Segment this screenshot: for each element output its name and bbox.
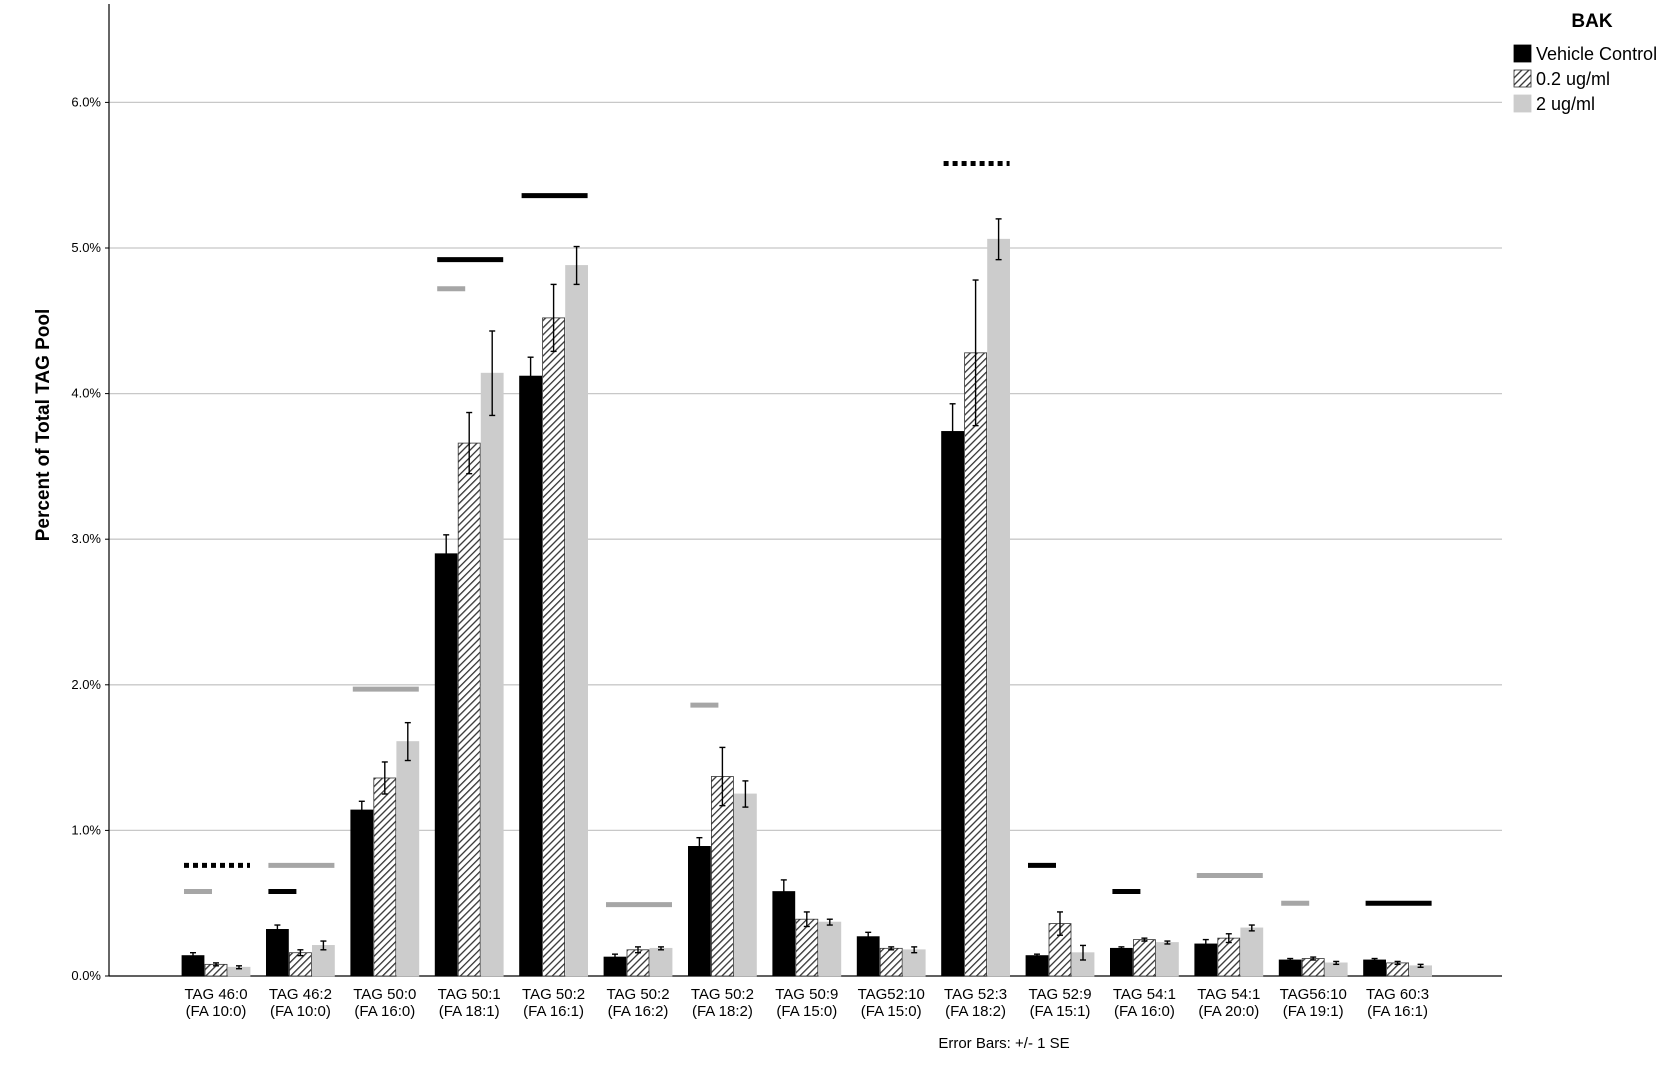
- category-labels: TAG 46:0(FA 10:0)TAG 46:2(FA 10:0)TAG 50…: [184, 986, 1429, 1020]
- bar-vehicle-control: [856, 936, 880, 977]
- y-tick-label: 6.0%: [71, 94, 101, 109]
- x-tick-label-sub: (FA 19:1): [1283, 1003, 1344, 1020]
- bar-0-2-ugml: [373, 777, 397, 977]
- bar-vehicle-control: [434, 553, 458, 977]
- x-tick-label-sub: (FA 20:0): [1198, 1003, 1259, 1020]
- bar-vehicle-control: [772, 891, 796, 977]
- x-tick-label: TAG 50:2: [522, 986, 585, 1003]
- x-tick-label: TAG 54:1: [1113, 986, 1176, 1003]
- bar-2-ugml: [902, 949, 926, 977]
- bar-vehicle-control: [350, 809, 374, 977]
- legend-label: 2 ug/ml: [1536, 94, 1595, 114]
- bar-0-2-ugml: [542, 317, 565, 977]
- bar-2-ugml: [818, 921, 842, 977]
- bar-2-ugml: [396, 741, 420, 977]
- legend-swatch: [1513, 69, 1532, 88]
- y-tick-label: 0.0%: [71, 968, 101, 983]
- bar-0-2-ugml: [795, 918, 819, 977]
- x-tick-label-sub: (FA 16:1): [1367, 1003, 1428, 1020]
- legend-label: 0.2 ug/ml: [1536, 69, 1610, 89]
- x-tick-label-sub: (FA 10:0): [186, 1003, 247, 1020]
- x-tick-label: TAG 60:3: [1366, 986, 1429, 1003]
- y-tick-label: 1.0%: [71, 822, 101, 837]
- x-tick-label: TAG 52:3: [944, 986, 1007, 1003]
- bars: [181, 238, 1432, 977]
- bar-vehicle-control: [688, 846, 711, 977]
- x-tick-label: TAG 50:9: [775, 986, 838, 1003]
- x-tick-label-sub: (FA 18:2): [692, 1003, 753, 1020]
- bar-vehicle-control: [1110, 947, 1133, 977]
- bar-vehicle-control: [519, 375, 542, 977]
- y-tick-label: 4.0%: [71, 386, 101, 401]
- bar-vehicle-control: [265, 929, 289, 977]
- bar-2-ugml: [987, 238, 1010, 977]
- bar-vehicle-control: [1363, 959, 1386, 977]
- bar-2-ugml: [649, 947, 673, 977]
- x-tick-label: TAG 52:9: [1028, 986, 1091, 1003]
- legend: BAK Vehicle Control 0.2 ug/ml 2 ug/ml: [1513, 11, 1657, 114]
- y-tick-label: 2.0%: [71, 677, 101, 692]
- y-axis-title: Percent of Total TAG Pool: [33, 309, 54, 542]
- y-tick-label: 3.0%: [71, 531, 101, 546]
- bar-0-2-ugml: [626, 949, 650, 977]
- bar-0-2-ugml: [1301, 958, 1325, 977]
- bar-vehicle-control: [1278, 959, 1302, 977]
- x-tick-label: TAG52:10: [858, 986, 925, 1003]
- y-tick-label: 5.0%: [71, 240, 101, 255]
- legend-label: Vehicle Control: [1536, 44, 1657, 64]
- gridlines: [109, 101, 1502, 832]
- bar-0-2-ugml: [964, 352, 987, 977]
- bar-2-ugml: [1156, 942, 1179, 977]
- bar-0-2-ugml: [457, 442, 481, 977]
- bar-2-ugml: [565, 265, 588, 977]
- bar-0-2-ugml: [1133, 939, 1156, 977]
- legend-title: BAK: [1571, 11, 1612, 32]
- bar-2-ugml: [1240, 927, 1264, 977]
- bar-vehicle-control: [941, 431, 964, 977]
- axes: 0.0% 1.0% 2.0% 3.0% 4.0% 5.0% 6.0%: [71, 4, 1502, 983]
- x-tick-label-sub: (FA 15:0): [861, 1003, 922, 1020]
- x-tick-label: TAG 54:1: [1197, 986, 1260, 1003]
- x-tick-label-sub: (FA 10:0): [270, 1003, 331, 1020]
- x-tick-label: TAG 50:2: [606, 986, 669, 1003]
- x-tick-label: TAG 50:2: [691, 986, 754, 1003]
- bar-vehicle-control: [1025, 955, 1049, 977]
- bar-0-2-ugml: [1217, 937, 1241, 977]
- error-bars-note: Error Bars: +/- 1 SE: [938, 1035, 1069, 1052]
- x-tick-label: TAG 46:0: [184, 986, 247, 1003]
- x-tick-label-sub: (FA 15:0): [776, 1003, 837, 1020]
- x-tick-label-sub: (FA 16:1): [523, 1003, 584, 1020]
- x-tick-label-sub: (FA 16:0): [354, 1003, 415, 1020]
- bar-2-ugml: [480, 372, 504, 977]
- error-bars: [190, 218, 1424, 970]
- x-tick-label: TAG 50:0: [353, 986, 416, 1003]
- bar-2-ugml: [734, 793, 757, 977]
- x-tick-label-sub: (FA 16:2): [608, 1003, 669, 1020]
- significance-markers: [184, 161, 1432, 908]
- x-tick-label-sub: (FA 18:1): [439, 1003, 500, 1020]
- bar-0-2-ugml: [711, 776, 734, 977]
- bar-0-2-ugml: [879, 947, 903, 977]
- legend-swatch: [1513, 94, 1532, 113]
- x-tick-label: TAG56:10: [1280, 986, 1347, 1003]
- x-tick-label-sub: (FA 16:0): [1114, 1003, 1175, 1020]
- x-tick-label-sub: (FA 15:1): [1030, 1003, 1091, 1020]
- x-tick-label: TAG 46:2: [269, 986, 332, 1003]
- x-tick-label-sub: (FA 18:2): [945, 1003, 1006, 1020]
- x-tick-label: TAG 50:1: [438, 986, 501, 1003]
- legend-swatch: [1513, 44, 1532, 63]
